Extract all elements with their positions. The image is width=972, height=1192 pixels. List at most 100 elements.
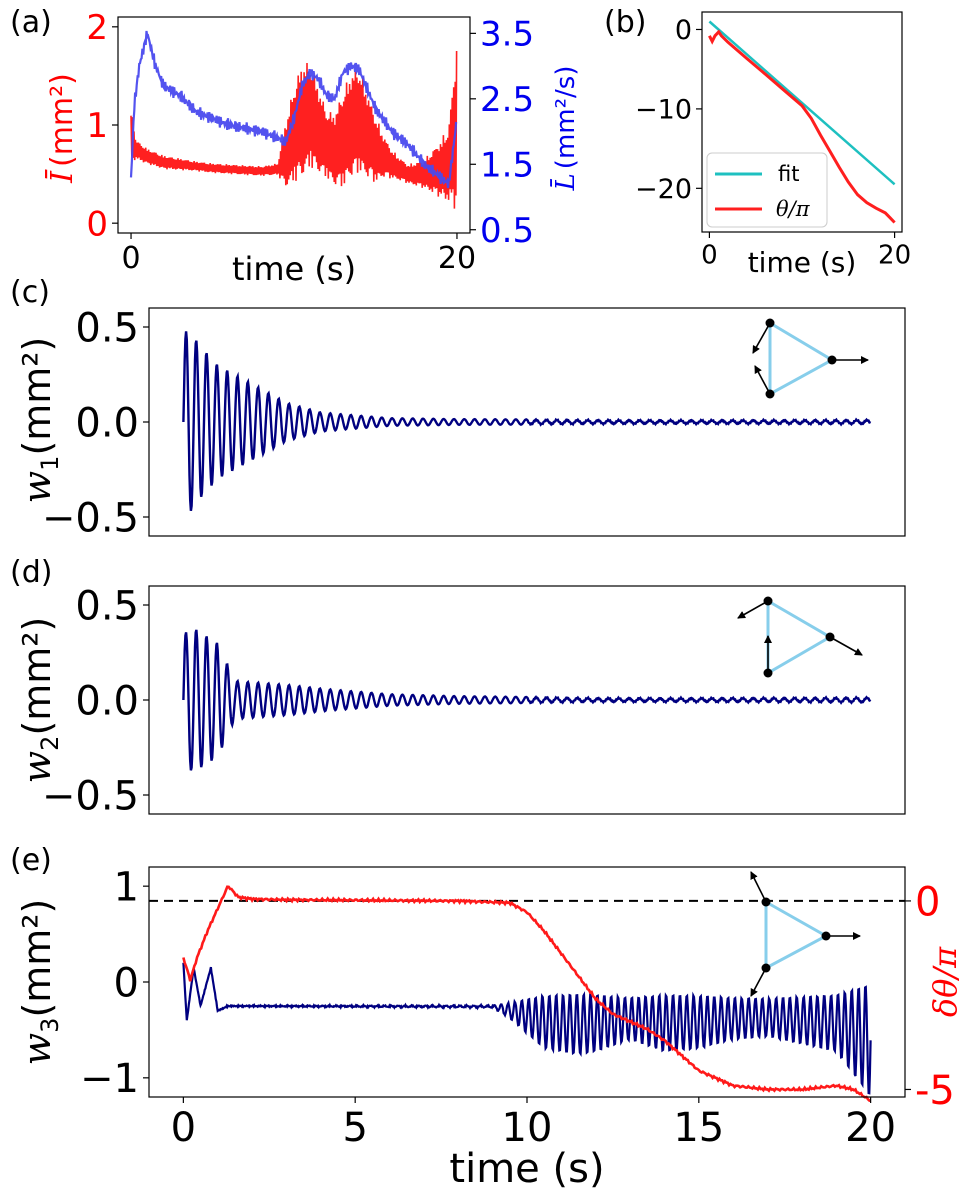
panel-e-label: (e): [10, 843, 52, 878]
delta-theta-line: [182, 885, 871, 1103]
panel-c-label: (c): [10, 275, 50, 310]
panel-c-y-ticks: 0.5 0.0 −0.5: [42, 305, 149, 541]
panel-d-mode-diagram: [737, 596, 863, 678]
y-label: −20: [635, 174, 692, 205]
y-label: 0.0: [75, 678, 139, 724]
panel-e-y-label: w3(mm²): [15, 899, 64, 1066]
node: [763, 668, 773, 678]
node: [827, 355, 837, 365]
displacement-arrow: [737, 600, 769, 619]
node: [765, 389, 775, 399]
theta-line: [708, 29, 896, 224]
panel-d-y-label: w2(mm²): [15, 617, 64, 784]
x-label: 20: [845, 1105, 896, 1151]
y-label: −0.5: [42, 495, 139, 541]
y-right-label: 1.5: [480, 146, 534, 186]
panel-b-frame: [701, 11, 903, 233]
svg-text:w1(mm²): w1(mm²): [15, 337, 64, 504]
panel-e-y-label-right-text: δθ/π: [926, 946, 964, 1017]
w-line: [182, 629, 872, 771]
panel-a-label: (a): [10, 5, 52, 40]
node: [765, 318, 775, 328]
y-label: 0: [675, 15, 692, 46]
x-label: 0: [121, 241, 140, 276]
panel-e-x-ticks: 0 5 10 15 20: [171, 1097, 896, 1151]
displacement-arrow: [829, 636, 863, 656]
svg-text:w2(mm²): w2(mm²): [15, 617, 64, 784]
panel-b-plot-area: [708, 20, 896, 224]
panel-d-y-label-symbol: w: [15, 751, 59, 784]
panel-e-y-label-right: δθ/π: [926, 946, 964, 1017]
panel-c-plot-area: [182, 331, 872, 511]
panel-e-y-label-unit: (mm²): [15, 899, 59, 1018]
panel-a-y-label-left-unit: (mm²): [45, 73, 80, 167]
panel-d-plot-area: [182, 629, 872, 771]
panel-b-label: (b): [604, 5, 646, 40]
triangle-edges: [764, 899, 830, 971]
triangle-edges: [768, 320, 836, 397]
panel-c: (c) 0.5 0.0 −0.5 w1(mm²): [10, 275, 906, 541]
node: [761, 897, 771, 907]
node: [821, 931, 831, 941]
y-right-label: 2.5: [480, 80, 534, 120]
panel-c-y-label-symbol: w: [15, 471, 59, 504]
panel-c-y-label-subscript: 1: [36, 456, 64, 471]
node: [825, 632, 835, 642]
y-left-label: 0: [114, 960, 139, 1006]
x-label: 15: [673, 1105, 724, 1151]
legend-theta-label: θ/π: [776, 197, 811, 221]
panel-b: (b) 0 20 0 −10 −20 time (s) fit θ/π: [604, 5, 911, 279]
y-right-label: 0.5: [480, 211, 534, 251]
y-label: 0.0: [75, 400, 139, 446]
y-label: 0.5: [75, 583, 139, 629]
panel-e-y-label-symbol: w: [15, 1033, 59, 1066]
panel-a: (a) 0 20 0 1 2 0.5 1.5 2.5 3.5 time (s) Ī (mm²)…: [10, 5, 581, 288]
legend-fit-label: fit: [778, 162, 799, 186]
panel-b-y-ticks: 0 −10 −20: [635, 15, 702, 205]
panel-d-y-label-unit: (mm²): [15, 617, 59, 736]
panel-a-y-label-left: Ī (mm²): [45, 73, 80, 184]
panel-a-y-ticks-right: 0.5 1.5 2.5 3.5: [470, 15, 534, 251]
panel-e-x-label: time (s): [449, 1146, 604, 1192]
y-left-label: 2: [86, 8, 108, 48]
panel-d-y-ticks: 0.5 0.0 −0.5: [42, 583, 149, 819]
node: [763, 596, 773, 606]
panel-e-y-label-subscript: 3: [36, 1018, 64, 1033]
panel-d-label: (d): [10, 555, 52, 590]
panel-b-legend: fit θ/π: [706, 152, 828, 228]
triangle-edges: [766, 598, 833, 676]
x-label: 20: [438, 241, 476, 276]
panel-a-x-label: time (s): [232, 250, 356, 288]
x-label: 5: [342, 1105, 367, 1151]
panel-e-mode-diagram: [750, 871, 861, 997]
svg-text:L̄(mm²/s): L̄ (mm²/s): [549, 66, 581, 192]
fit-line: [708, 20, 896, 186]
panel-e: (e) 0 5 10 15 20 10−1 0-5 time (s) w3(mm²) δ…: [10, 843, 964, 1192]
y-left-label: 0: [86, 204, 108, 244]
node: [761, 963, 771, 973]
w3-line: [182, 962, 872, 1095]
series-L-line: [129, 30, 458, 189]
y-label: 0.5: [75, 305, 139, 351]
y-left-label: −1: [80, 1056, 139, 1102]
x-label: 10: [502, 1105, 553, 1151]
w-line: [182, 331, 872, 511]
y-right-label: 3.5: [480, 15, 534, 55]
y-right-label: 0: [915, 879, 940, 925]
panel-a-y-label-right-symbol: L̄: [549, 173, 581, 191]
displacement-arrow: [754, 365, 771, 395]
panel-a-y-label-right: L̄ (mm²/s): [549, 66, 581, 192]
x-label: 0: [171, 1105, 196, 1151]
panel-c-y-label-unit: (mm²): [15, 337, 59, 456]
displacement-arrow: [752, 322, 771, 354]
displacement-arrow: [750, 871, 767, 903]
panel-c-mode-diagram: [752, 318, 869, 399]
svg-text:Ī(mm²): Ī (mm²): [45, 73, 80, 184]
panel-a-x-ticks: 0 20: [121, 233, 476, 276]
panel-d: (d) 0.5 0.0 −0.5 w2(mm²): [10, 555, 906, 819]
x-label: 0: [701, 240, 718, 270]
panel-b-x-ticks: 0 20: [701, 232, 911, 270]
y-label: −10: [635, 95, 692, 126]
panel-a-y-label-right-unit: (mm²/s): [551, 66, 581, 170]
y-label: −0.5: [42, 773, 139, 819]
